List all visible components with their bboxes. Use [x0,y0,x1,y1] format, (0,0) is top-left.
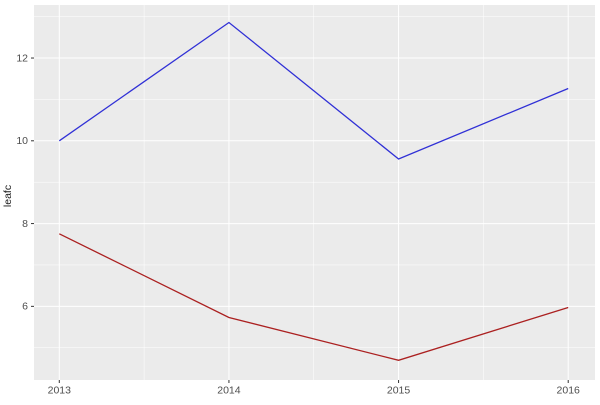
svg-text:12: 12 [16,52,28,64]
svg-text:8: 8 [22,218,28,230]
svg-text:2014: 2014 [217,385,241,397]
svg-text:2016: 2016 [557,385,581,397]
svg-text:10: 10 [16,135,28,147]
svg-text:2015: 2015 [387,385,411,397]
svg-text:2013: 2013 [48,385,72,397]
svg-text:leafc: leafc [2,185,14,207]
svg-text:6: 6 [22,301,28,313]
